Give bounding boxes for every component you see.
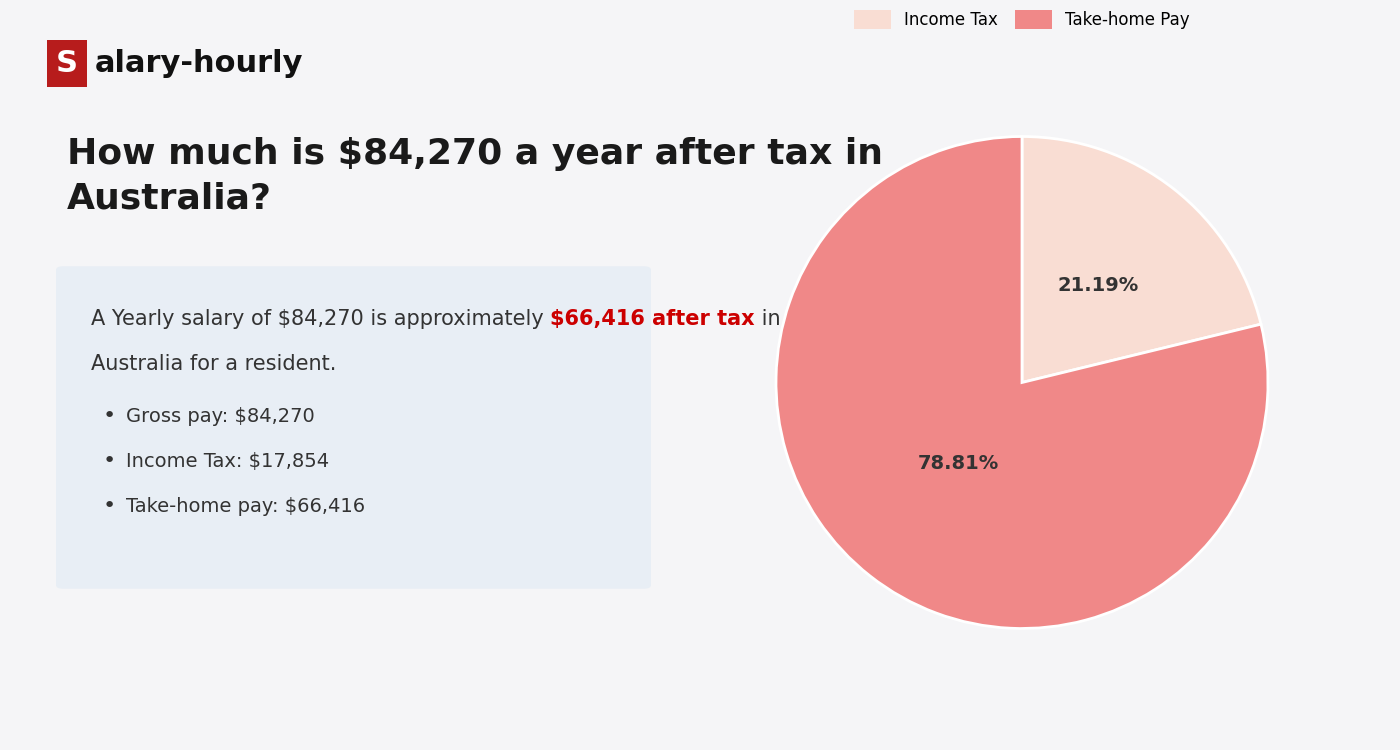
- Text: Australia for a resident.: Australia for a resident.: [91, 354, 336, 374]
- Text: alary-hourly: alary-hourly: [95, 50, 304, 78]
- Text: S: S: [56, 50, 78, 78]
- Text: Take-home pay: $66,416: Take-home pay: $66,416: [126, 496, 365, 516]
- Text: •: •: [102, 496, 116, 516]
- Text: Gross pay: $84,270: Gross pay: $84,270: [126, 406, 315, 426]
- Text: How much is $84,270 a year after tax in: How much is $84,270 a year after tax in: [67, 136, 883, 171]
- Text: Australia?: Australia?: [67, 182, 272, 216]
- Text: •: •: [102, 452, 116, 471]
- Wedge shape: [776, 136, 1268, 628]
- Text: 21.19%: 21.19%: [1057, 276, 1138, 296]
- Text: Income Tax: $17,854: Income Tax: $17,854: [126, 452, 329, 471]
- Text: 78.81%: 78.81%: [917, 454, 998, 473]
- Wedge shape: [1022, 136, 1261, 382]
- Text: $66,416 after tax: $66,416 after tax: [550, 309, 755, 328]
- Text: A Yearly salary of $84,270 is approximately: A Yearly salary of $84,270 is approximat…: [91, 309, 550, 328]
- Legend: Income Tax, Take-home Pay: Income Tax, Take-home Pay: [848, 4, 1196, 36]
- Text: •: •: [102, 406, 116, 426]
- Text: in: in: [755, 309, 781, 328]
